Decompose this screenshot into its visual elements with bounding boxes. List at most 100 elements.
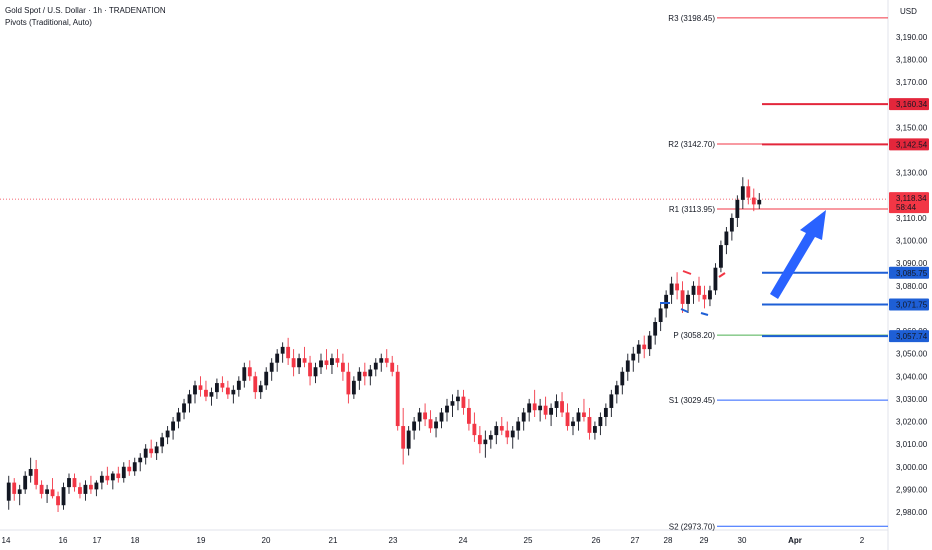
x-tick-label: Apr [788,536,802,545]
candle-body [680,290,685,304]
candle-body [6,482,11,501]
y-tick-label: 2,990.00 [896,485,928,494]
candle-body [554,401,559,408]
x-tick-label: 17 [93,536,102,545]
candle-body [214,383,219,393]
candle-body [143,448,148,458]
candle-body [335,358,340,363]
candle-body [477,435,482,445]
candle-body [308,362,312,377]
x-tick-label: 2 [860,536,865,545]
candle-body [576,412,581,422]
pattern-mark-red [718,272,726,278]
pattern-mark-blue [700,312,709,316]
candle-body [428,419,433,429]
level-tag-label: 3,160.34 [896,100,928,109]
candle-body [291,358,296,368]
candle-body [729,217,734,232]
x-tick-label: 27 [631,536,640,545]
candle-body [549,407,554,415]
y-tick-label: 3,020.00 [896,418,928,427]
candle-body [220,383,225,388]
candle-body [521,412,526,422]
chart-legend: Gold Spot / U.S. Dollar · 1h · TRADENATI… [5,5,166,29]
candle-body [319,360,323,368]
candle-body [231,389,236,395]
candle-body [357,371,362,381]
y-tick-label: 3,010.00 [896,440,928,449]
x-tick-label: 24 [459,536,468,545]
forecast-arrow[interactable] [770,210,826,299]
candle-body [209,392,214,397]
indicator-title[interactable]: Pivots (Traditional, Auto) [5,18,92,27]
x-tick-label: 23 [389,536,398,545]
candle-body [423,412,428,420]
candle-body [757,199,762,205]
pattern-mark-blue [680,308,689,313]
candle-body [67,478,71,488]
candle-body [417,412,422,422]
level-tag [889,138,929,151]
level-tag [889,98,929,111]
candle-body [351,380,356,395]
candle-body [582,412,586,417]
candle-body [280,346,285,354]
candle-body [362,371,367,377]
candle-body [373,362,378,370]
candle-body [247,367,252,377]
candle-body [746,186,751,198]
candle-body [302,358,307,363]
candle-body [242,367,247,381]
candle-body [543,405,548,415]
pivot-label: R2 (3142.70) [668,140,715,149]
candle-body [505,430,510,438]
candle-body [160,437,165,447]
level-tag-label: 3,071.75 [896,300,928,309]
candle-body [193,385,197,395]
candle-body [368,369,373,377]
candle-body [439,412,444,422]
candle-body [313,367,318,377]
candle-body [740,186,745,200]
x-tick-label: 21 [329,536,338,545]
candle-body [264,371,269,386]
y-tick-label: 3,190.00 [896,33,928,42]
candle-body [636,344,641,354]
candle-body [499,426,504,431]
level-tag-label: 3,057.74 [896,332,928,341]
candle-body [324,360,329,365]
candle-body [236,380,241,390]
y-tick-label: 3,030.00 [896,395,928,404]
level-tag [889,330,929,343]
candle-body [258,385,263,393]
countdown-label: 58:44 [896,203,917,212]
candle-body [154,446,159,454]
candle-body [406,430,411,449]
candle-body [456,396,460,402]
y-tick-label: 3,100.00 [896,237,928,246]
candle-body [132,462,137,472]
candle-body [45,489,50,494]
candle-body [450,401,455,406]
candle-body [138,457,143,463]
candle-body [735,199,740,218]
candle-body [675,283,680,291]
x-tick-label: 14 [2,536,11,545]
candle-body [565,412,570,427]
candle-body [379,358,384,363]
candle-body [532,403,537,411]
pivot-label: S2 (2973.70) [669,522,716,531]
x-tick-label: 25 [524,536,533,545]
candle-body [384,358,389,363]
candle-body [121,466,126,479]
pivot-label: P (3058.20) [673,331,715,340]
candle-body [401,426,406,449]
candle-body [105,475,110,481]
candle-body [412,421,417,431]
candle-body [99,475,104,483]
last-price-label: 3,118.34 [896,194,927,203]
symbol-title[interactable]: Gold Spot / U.S. Dollar · 1h · TRADENATI… [5,6,166,15]
level-tag [889,298,929,311]
